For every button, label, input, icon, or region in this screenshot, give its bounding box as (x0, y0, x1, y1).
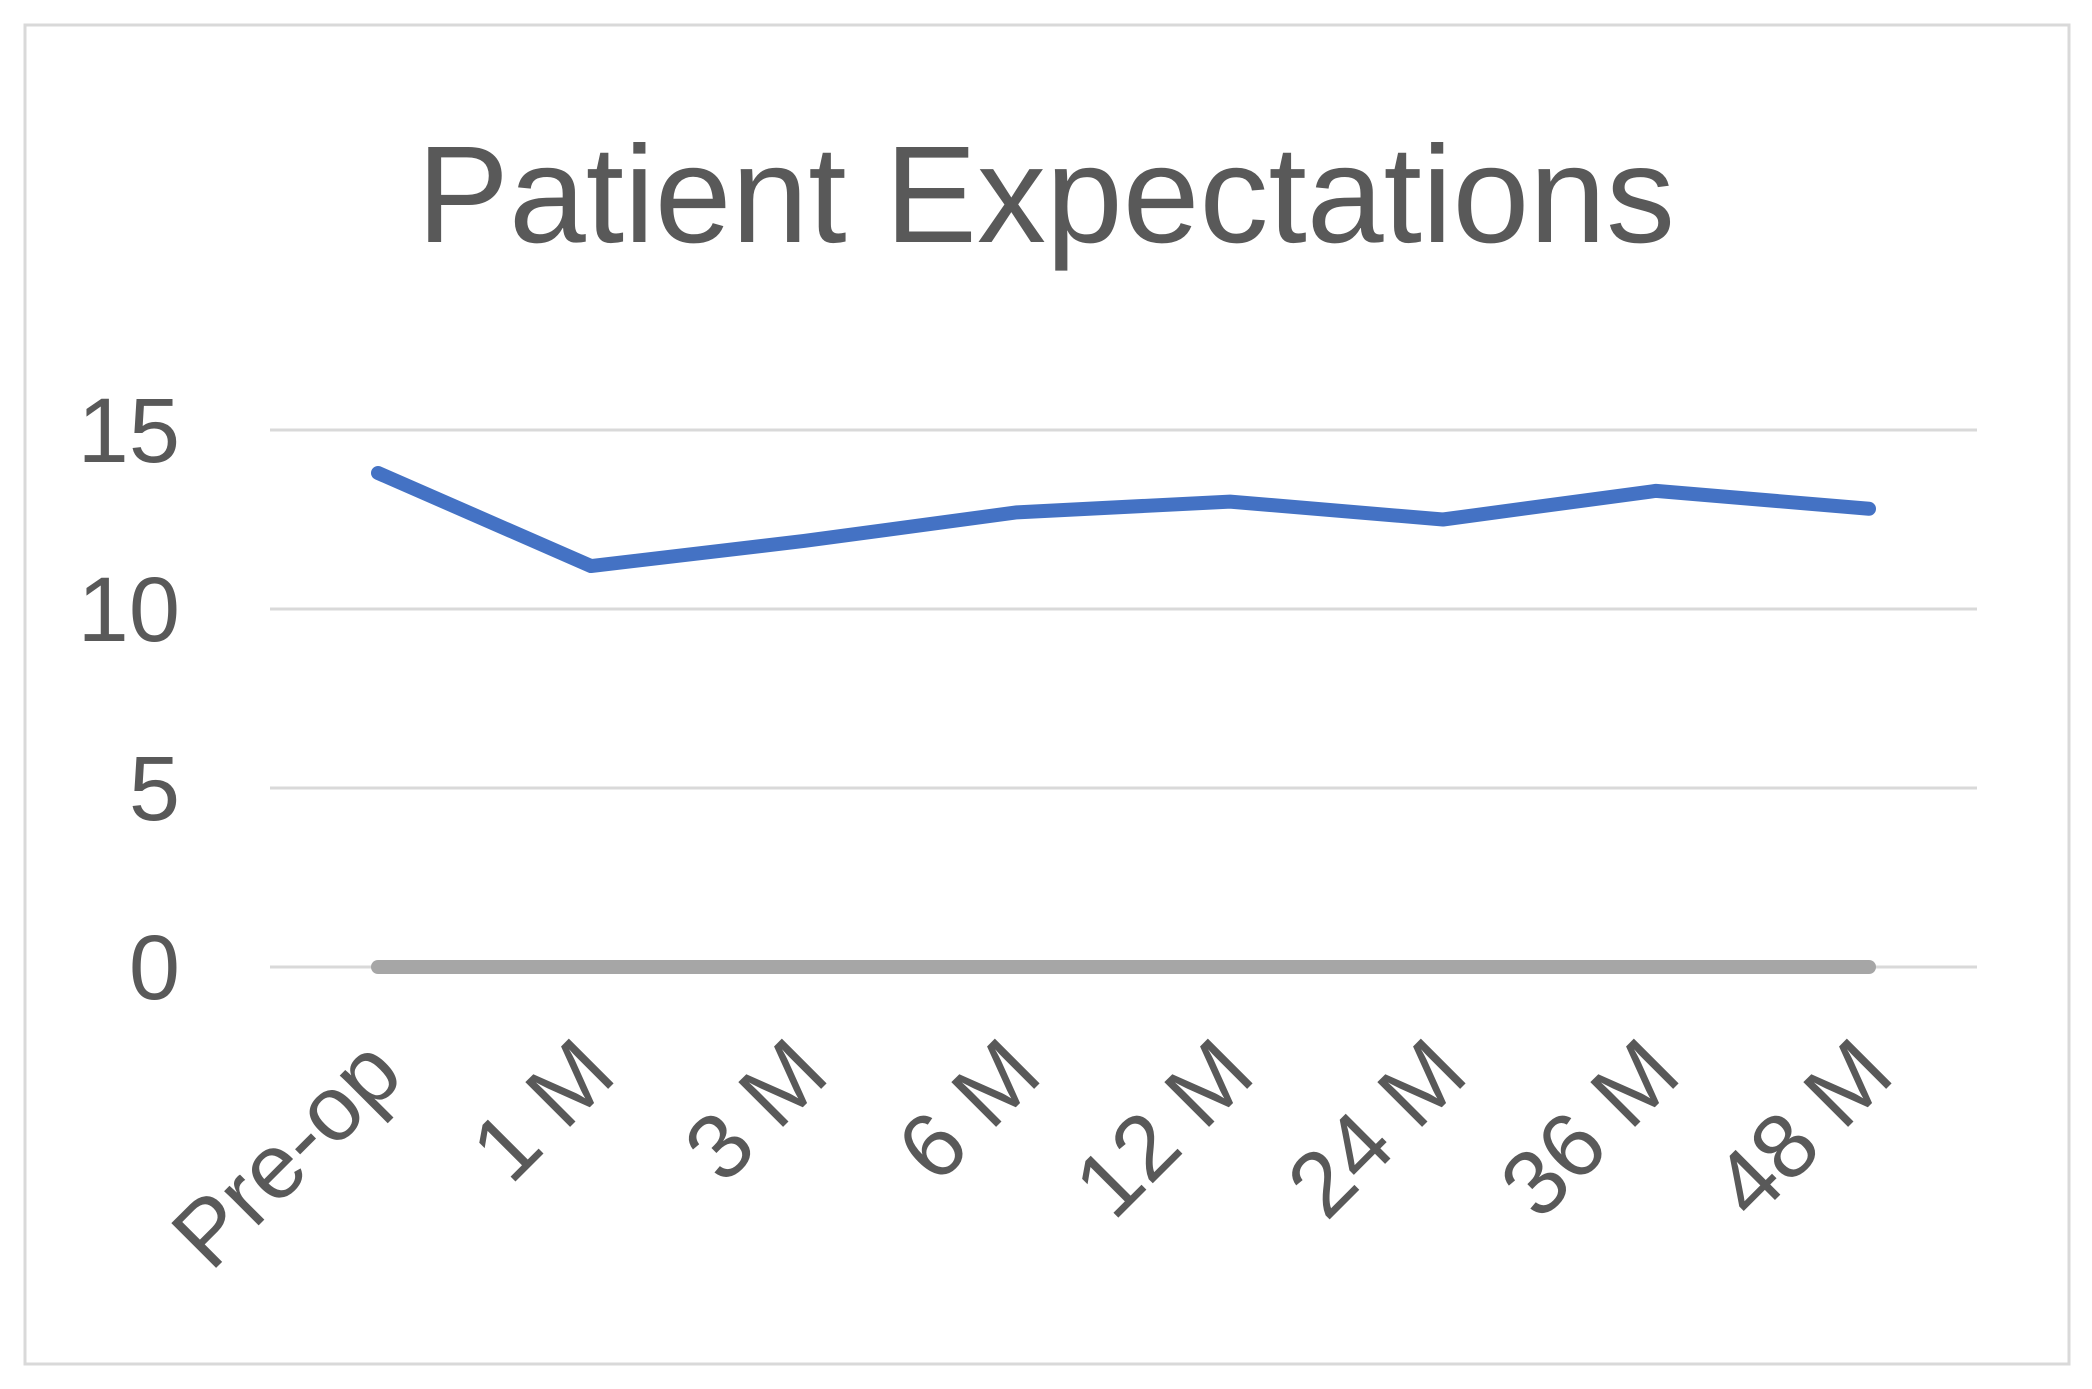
y-axis-labels-group: 0 5 10 15 (78, 380, 180, 1019)
series-line-patient-expectations-score (371, 465, 1876, 574)
chart-border (23, 23, 2071, 1366)
y-tick-label: 0 (129, 917, 180, 1019)
y-tick-label: 10 (78, 559, 180, 661)
y-tick-label: 5 (129, 738, 180, 840)
series-group (371, 465, 1876, 974)
y-tick-label: 15 (78, 380, 180, 482)
chart-title: Patient Expectations (417, 118, 1675, 272)
